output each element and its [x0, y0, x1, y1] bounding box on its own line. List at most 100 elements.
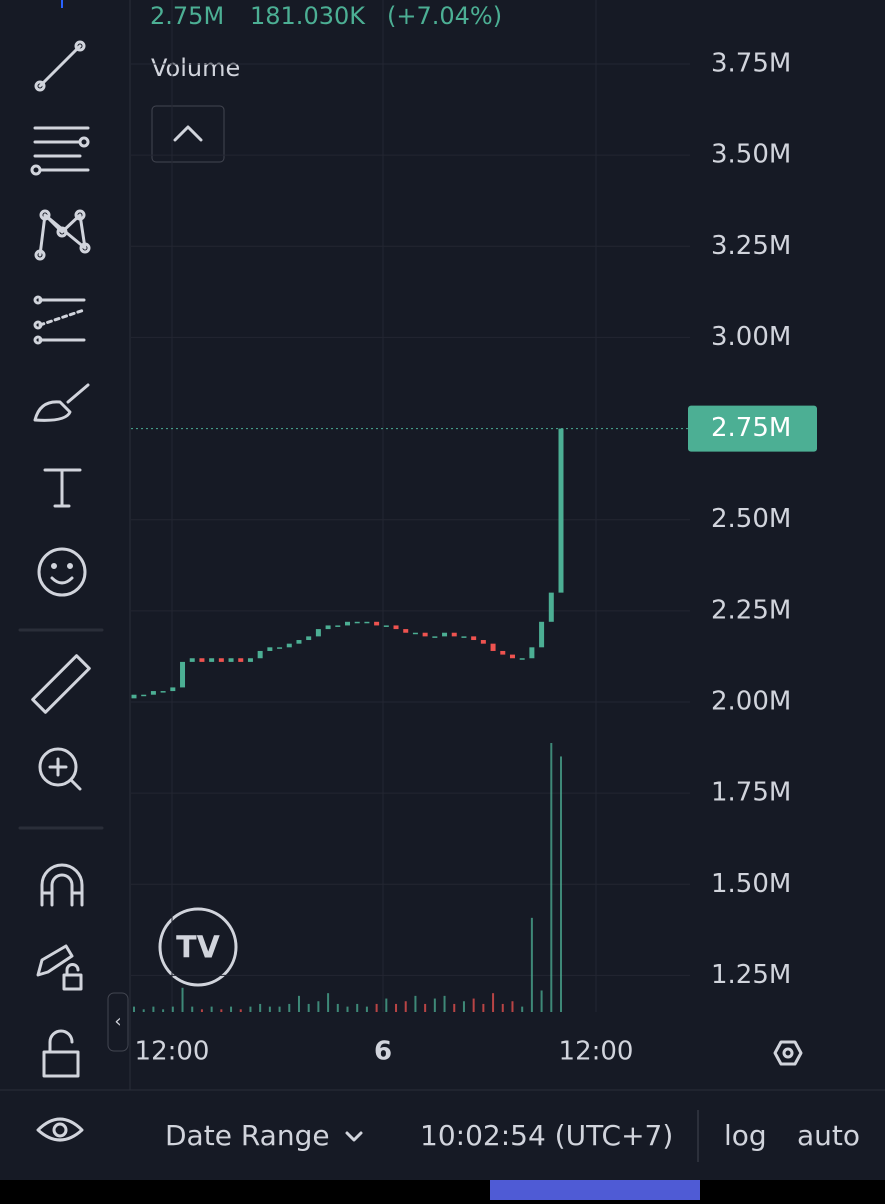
last-price-badge [688, 405, 817, 452]
lock-drawings-tool[interactable] [36, 944, 83, 991]
ruler-tool[interactable] [31, 654, 91, 714]
auto-toggle[interactable]: auto [797, 1119, 860, 1152]
volume-bar [550, 743, 553, 1012]
volume-bar [327, 993, 330, 1012]
volume-bar [133, 1006, 135, 1012]
candle-body [247, 658, 253, 662]
volume-bar [230, 1006, 233, 1012]
candle-body [199, 658, 205, 662]
candle-body [374, 621, 380, 626]
volume-bar [200, 1009, 203, 1012]
log-toggle[interactable]: log [724, 1119, 767, 1152]
text-tool[interactable] [43, 468, 82, 508]
lock-tool[interactable] [42, 1029, 80, 1078]
volume-bar [142, 1009, 145, 1012]
trend-line-tool[interactable] [34, 40, 86, 92]
volume-bar [249, 1006, 252, 1012]
legend-percent: (+7.04%) [387, 2, 502, 30]
candle-body [393, 625, 399, 630]
emoji-tool[interactable] [37, 547, 87, 597]
settings-button[interactable] [773, 1040, 803, 1066]
collapse-button[interactable] [107, 992, 129, 1052]
volume-bar [482, 1003, 485, 1012]
chevron-up [173, 125, 203, 142]
collapse-legend[interactable] [151, 105, 225, 163]
volume-bar [171, 1006, 174, 1012]
candle-body [180, 661, 186, 688]
candle-body [160, 691, 166, 693]
candle-body [345, 621, 350, 626]
candle-body [403, 629, 409, 633]
volume-bar [191, 1006, 194, 1012]
candle-body [335, 625, 341, 627]
candle-body [364, 621, 370, 624]
volume-bar [307, 1003, 310, 1012]
toolbar [18, 40, 104, 1142]
nav-indicator [490, 1180, 700, 1200]
magnet-tool[interactable] [40, 863, 84, 907]
candle-body [383, 625, 389, 627]
candle-body [422, 632, 428, 637]
candle-body [480, 640, 486, 644]
volume-bar [152, 1006, 155, 1012]
candle-body [257, 650, 263, 659]
pattern-tool[interactable] [34, 209, 91, 261]
volume-bar [472, 998, 475, 1012]
candle-body [548, 592, 554, 622]
volume-bar [375, 1003, 378, 1012]
volume-bar [268, 1006, 271, 1012]
candle-body [325, 625, 331, 630]
candle-body [209, 658, 215, 662]
candle-body [490, 643, 496, 651]
volume-bar [259, 1003, 262, 1012]
candle-body [442, 632, 448, 637]
candle-body [218, 658, 224, 662]
candle-body [315, 629, 321, 637]
volume-bar [443, 995, 446, 1012]
candle-body [267, 647, 273, 651]
fib-tool[interactable] [30, 126, 90, 176]
volume-bar [239, 1009, 242, 1012]
y-tick-label: 1.50M [711, 869, 791, 899]
candle-body [558, 428, 564, 593]
volume-bar [521, 1006, 524, 1012]
candle-body [432, 636, 438, 638]
zoom-tool[interactable] [38, 747, 82, 791]
volume-bar [540, 990, 543, 1012]
settings-dot [782, 1047, 794, 1059]
brush-tool[interactable] [33, 383, 90, 422]
candle-body [471, 636, 477, 641]
y-tick-label: 1.25M [711, 960, 791, 990]
volume-bar [162, 1009, 165, 1012]
volume-bar [530, 917, 533, 1012]
volume-bar [365, 1006, 368, 1012]
candle-body [277, 647, 283, 649]
candle-body [286, 643, 292, 648]
volume-bar [511, 1001, 514, 1012]
prediction-tool[interactable] [33, 295, 86, 345]
candle-body [141, 694, 147, 697]
volume-bar [317, 1001, 320, 1012]
y-tick-label: 1.75M [711, 778, 791, 808]
y-tick-label: 2.00M [711, 687, 791, 717]
volume-bar [424, 1003, 427, 1012]
x-tick-label: 6 [374, 1037, 392, 1067]
legend-change: 181.030K [250, 2, 366, 30]
volume-bar [220, 1009, 223, 1012]
collapse-arrow: ‹ [114, 1011, 121, 1032]
eye-tool[interactable] [36, 1117, 84, 1142]
volume-bar [560, 756, 562, 1012]
volume-bar [462, 1001, 465, 1012]
date-range[interactable]: Date Range [165, 1119, 330, 1152]
clock: 10:02:54 (UTC+7) [420, 1119, 673, 1152]
volume-bar [210, 1006, 213, 1012]
y-tick-label: 2.50M [711, 504, 791, 534]
y-tick-label: 3.00M [711, 322, 791, 352]
candle-body [412, 632, 418, 635]
candle-body [131, 694, 137, 699]
candle-body [150, 691, 156, 695]
candle-body [238, 658, 244, 662]
candle-body [189, 658, 195, 662]
